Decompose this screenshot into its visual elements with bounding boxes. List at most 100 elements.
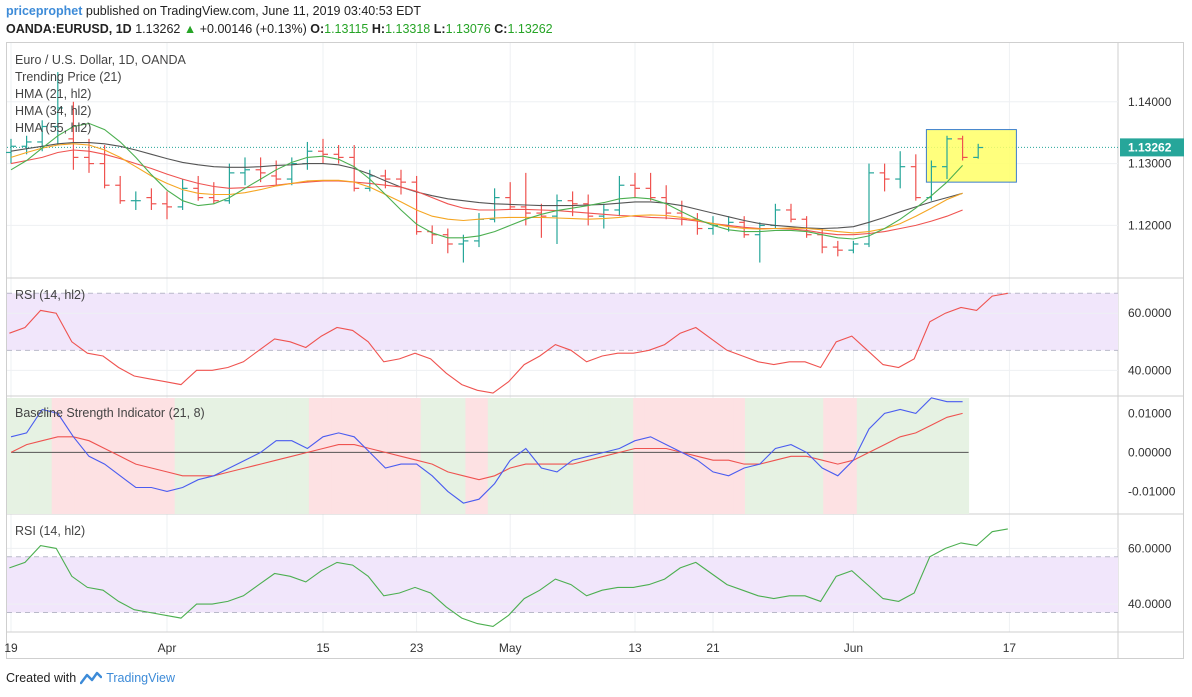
ohlc-bar	[661, 185, 672, 220]
bsi-background-segment	[543, 398, 556, 514]
username-link[interactable]: priceprophet	[6, 4, 83, 18]
bsi-signal-line	[10, 412, 963, 481]
hma-21-line	[10, 122, 964, 240]
ohlc-bar	[21, 135, 32, 155]
bsi-background-segment	[722, 398, 735, 514]
rsi-line	[9, 292, 1008, 394]
bsi-background-segment	[487, 398, 500, 514]
rsi2-band	[7, 556, 1118, 613]
bsi-background-segment	[711, 398, 724, 514]
bsi-background-segment	[923, 398, 936, 514]
ohlc-bar	[240, 157, 250, 186]
bsi-background-segment	[174, 398, 187, 514]
ohlc-bar	[552, 194, 562, 244]
bsi-background-segment	[96, 398, 109, 514]
bsi-background-segment	[867, 398, 880, 514]
bsi-tick-label: 0.01000	[1128, 406, 1172, 420]
price-tick-label: 1.12000	[1128, 218, 1172, 232]
bsi-background-segment	[890, 398, 903, 514]
bsi-background-segment	[655, 398, 668, 514]
bsi-background-segment	[521, 398, 534, 514]
rsi2-line	[9, 528, 1008, 627]
bsi-background-segment	[588, 398, 601, 514]
bsi-background-segment	[409, 398, 422, 514]
chart-frame	[6, 42, 1184, 659]
low-value: 1.13076	[445, 22, 491, 36]
date-tick-label: 15	[316, 641, 330, 655]
ohlc-bar	[614, 175, 625, 217]
ohlc-bar	[302, 141, 313, 170]
ohlc-bar	[879, 163, 890, 192]
ohlc-bar	[692, 213, 703, 235]
ohlc-bar	[333, 145, 344, 164]
bsi-background-segment	[879, 398, 891, 514]
ohlc-bar	[68, 101, 79, 170]
date-tick-label: 21	[706, 641, 720, 655]
bsi-background-segment	[107, 398, 120, 514]
date-tick-label: Jun	[844, 641, 863, 655]
ohlc-bar	[583, 194, 594, 226]
rsi-band	[7, 293, 1118, 351]
ohlc-bar	[973, 143, 984, 159]
bsi-background-segment	[185, 398, 198, 514]
ohlc-bar	[848, 240, 859, 254]
ohlc-bar	[130, 191, 141, 210]
footer: Created with TradingView	[6, 671, 175, 685]
date-tick-label: 23	[410, 641, 424, 655]
bsi-background-segment	[74, 398, 86, 514]
bsi-background-segment	[823, 398, 835, 514]
bsi-background-segment	[778, 398, 791, 514]
bsi-background-segment	[465, 398, 478, 514]
bsi-background-segment	[733, 398, 746, 514]
trending-price-line	[10, 149, 963, 236]
close-label: C:	[494, 22, 508, 36]
bsi-background-segment	[532, 398, 545, 514]
tradingview-logo-icon[interactable]	[80, 671, 103, 685]
bsi-background-segment	[375, 398, 388, 514]
bsi-background-segment	[141, 398, 153, 514]
bsi-background-segment	[331, 398, 343, 514]
bsi-background-segment	[308, 398, 321, 514]
ohlc-bar	[99, 145, 110, 189]
ohlc-bar	[630, 172, 640, 198]
date-tick-label: 13	[628, 641, 642, 655]
ohlc-bar	[115, 175, 126, 204]
high-label: H:	[371, 22, 386, 36]
last-price: 1.13262	[135, 22, 181, 36]
bsi-background-segment	[756, 398, 768, 514]
bsi-background-segment	[62, 398, 75, 514]
high-value: 1.13318	[385, 22, 431, 36]
bsi-background-segment	[398, 398, 411, 514]
bsi-background-segment	[845, 398, 858, 514]
bsi-background-segment	[443, 398, 455, 514]
change-value: +0.00146 (+0.13%)	[199, 22, 307, 36]
tradingview-brand[interactable]: TradingView	[106, 671, 175, 685]
low-label: L:	[433, 22, 446, 36]
rsi-tick-label: 40.0000	[1128, 363, 1172, 377]
ohlc-bar	[895, 151, 906, 189]
main-title: Euro / U.S. Dollar, 1D, OANDA	[15, 53, 186, 67]
bsi-background-segment	[431, 398, 444, 514]
ohlc-bar	[910, 154, 921, 201]
rsi2-tick-label: 40.0000	[1128, 597, 1172, 611]
ohlc-bar	[536, 203, 547, 238]
ohlc-bar	[6, 138, 16, 164]
bsi-background-segment	[901, 398, 914, 514]
ohlc-bar	[193, 175, 204, 201]
hma-55-line	[10, 142, 963, 230]
date-tick-label: Apr	[158, 641, 177, 655]
bsi-background-segment	[7, 398, 19, 514]
bsi-background-segment	[40, 398, 53, 514]
date-tick-label: 17	[1003, 641, 1017, 655]
ohlc-bar	[396, 169, 406, 195]
legend-hma-21: HMA (21, hl2)	[15, 87, 92, 101]
bsi-background-segment	[275, 398, 288, 514]
ohlc-bar	[832, 240, 843, 257]
bsi-background-segment	[163, 398, 176, 514]
bsi-background-segment	[387, 398, 399, 514]
bsi-background-segment	[834, 398, 847, 514]
bsi-background-segment	[454, 398, 466, 514]
bsi-background-segment	[677, 398, 690, 514]
bsi-background-segment	[252, 398, 265, 514]
